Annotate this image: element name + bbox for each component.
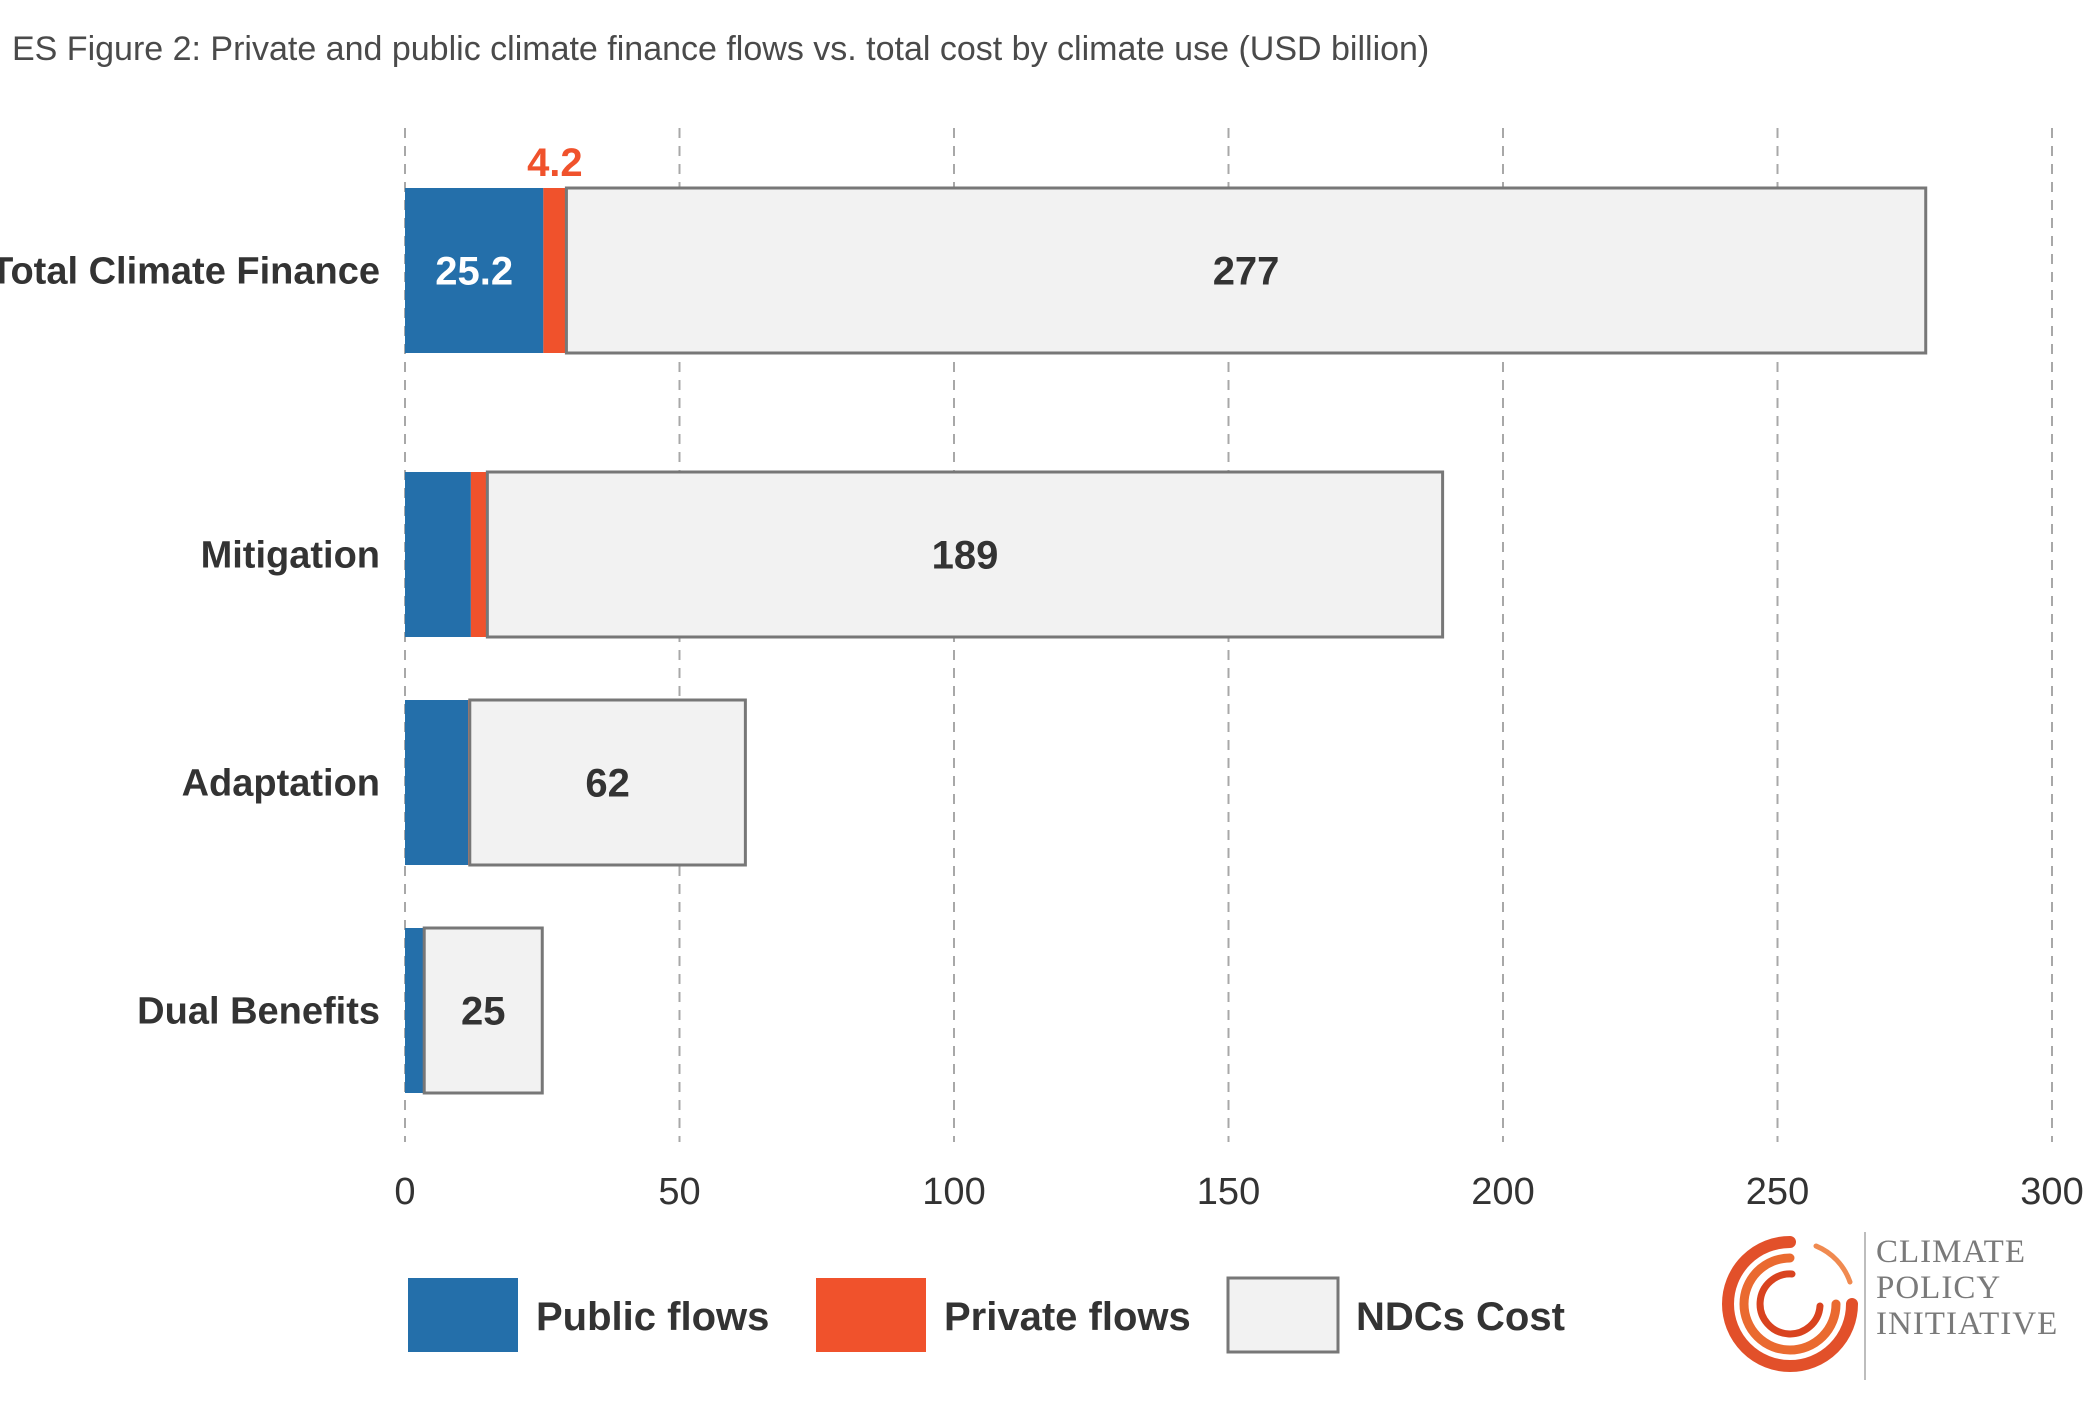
cpi-logo: CLIMATE POLICY INITIATIVE <box>1720 1232 2080 1382</box>
bar-ndc <box>485 470 1445 639</box>
x-tick-label: 0 <box>394 1171 415 1213</box>
category-label: Mitigation <box>201 535 380 577</box>
logo-line-2: POLICY <box>1876 1270 2002 1306</box>
legend-label-ndc: NDCs Cost <box>1356 1295 1565 1339</box>
chart-title: ES Figure 2: Private and public climate … <box>12 30 1430 68</box>
data-label: 25.2 <box>435 250 513 294</box>
category-labels: Total Climate Finance Mitigation Adaptatio… <box>0 251 380 1033</box>
x-tick-label: 300 <box>2020 1171 2083 1213</box>
legend-label-public: Public flows <box>536 1295 769 1339</box>
logo-wordmark: CLIMATE POLICY INITIATIVE <box>1876 1234 2058 1342</box>
data-label: 277 <box>1213 250 1280 294</box>
bar-public <box>405 700 469 865</box>
data-label: 62 <box>585 762 630 806</box>
category-label: Adaptation <box>182 763 380 805</box>
legend-swatch-private <box>816 1278 926 1352</box>
data-label: 25 <box>461 990 506 1034</box>
legend-label-private: Private flows <box>944 1295 1191 1339</box>
bar-ndc <box>564 186 1928 355</box>
data-labels: 25.2 4.2 277 189 62 25 <box>435 141 1279 1034</box>
x-tick-label: 150 <box>1197 1171 1260 1213</box>
x-tick-label: 100 <box>922 1171 985 1213</box>
logo-divider <box>1864 1232 1866 1380</box>
bars <box>405 186 1928 1095</box>
legend-swatch-public <box>408 1278 518 1352</box>
logo-line-1: CLIMATE <box>1876 1234 2026 1270</box>
data-label: 4.2 <box>527 141 583 185</box>
legend: Public flows Private flows NDCs Cost <box>408 1276 1565 1354</box>
bar-private <box>543 188 567 353</box>
legend-swatch-ndc <box>1226 1276 1340 1354</box>
bar-private <box>470 472 488 637</box>
category-label: Total Climate Finance <box>0 251 380 293</box>
cpi-swirl-icon <box>1722 1236 1858 1372</box>
bar-public <box>405 928 425 1093</box>
bar-public <box>405 188 544 353</box>
bar-ndc <box>422 926 544 1095</box>
x-axis-tick-labels: 0 50 100 150 200 250 300 <box>394 1171 2083 1213</box>
x-tick-label: 200 <box>1471 1171 1534 1213</box>
bar-ndc <box>468 698 747 867</box>
x-tick-label: 250 <box>1746 1171 1809 1213</box>
category-label: Dual Benefits <box>137 991 380 1033</box>
x-tick-label: 50 <box>658 1171 700 1213</box>
data-label: 189 <box>932 534 999 578</box>
bar-public <box>405 472 471 637</box>
logo-line-3: INITIATIVE <box>1876 1306 2059 1342</box>
